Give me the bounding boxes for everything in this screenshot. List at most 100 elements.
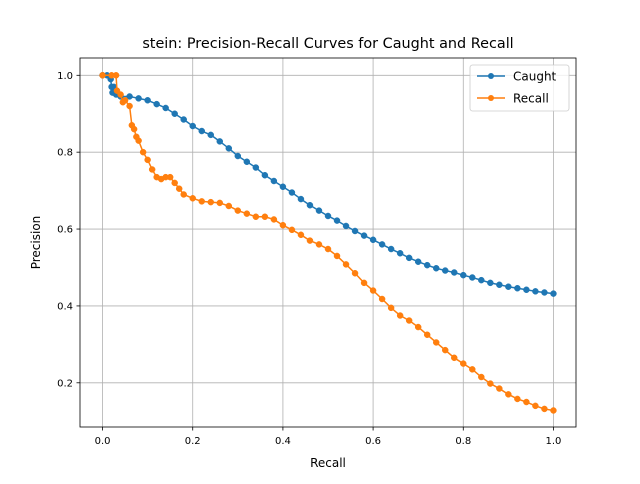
caught-point [270, 177, 278, 185]
y-tick-label: 1.0 [57, 71, 73, 82]
recall-point [135, 137, 142, 144]
caught-point [369, 236, 377, 244]
recall-point [541, 405, 548, 413]
caught-point [405, 254, 413, 262]
recall-point [189, 195, 196, 202]
recall-point [279, 221, 287, 229]
caught-point [144, 97, 151, 104]
recall-point [460, 360, 467, 367]
x-tick-label: 1.0 [546, 436, 562, 447]
caught-point [541, 289, 548, 296]
caught-point [550, 290, 557, 297]
caught-point [451, 269, 458, 276]
recall-point [252, 213, 260, 220]
recall-point [441, 346, 449, 354]
caught-point [423, 261, 431, 269]
caught-point [288, 189, 296, 196]
y-tick-label: 0.2 [57, 378, 73, 389]
recall-point [166, 173, 174, 181]
x-tick-label: 0.6 [365, 436, 381, 447]
recall-point [532, 402, 539, 410]
caught-point [225, 145, 233, 152]
recall-point [130, 125, 138, 133]
recall-point [333, 252, 341, 260]
recall-point [180, 191, 187, 198]
x-axis-label: Recall [310, 456, 346, 470]
recall-point [144, 156, 151, 164]
recall-point [505, 391, 512, 398]
caught-point [261, 171, 269, 179]
caught-point [396, 250, 404, 257]
caught-point [216, 138, 224, 145]
y-tick-label: 0.4 [57, 301, 73, 312]
legend-recall-label: Recall [513, 92, 549, 106]
axis-ticks: 0.0 0.2 0.4 0.6 0.8 1.0 0.2 0.4 0.6 0.8 1.0 [57, 71, 561, 447]
caught-point [478, 276, 485, 284]
recall-series [99, 72, 557, 414]
recall-point [297, 231, 305, 239]
legend-caught-marker [488, 73, 494, 79]
x-tick-label: 0.0 [95, 436, 111, 447]
recall-point [342, 261, 350, 268]
caught-point [324, 212, 332, 220]
caught-point [180, 116, 187, 123]
chart-title: stein: Precision-Recall Curves for Caugh… [142, 36, 513, 52]
recall-point [351, 270, 359, 277]
recall-point [112, 72, 120, 79]
recall-point [198, 198, 205, 205]
caught-point [126, 93, 133, 100]
legend: Caught Recall [469, 64, 570, 112]
plot-area-frame [79, 57, 577, 428]
caught-point [162, 104, 169, 112]
caught-point [505, 283, 512, 290]
caught-series [99, 72, 557, 297]
legend-recall-marker [488, 95, 494, 101]
caught-point [234, 152, 242, 160]
recall-point [234, 207, 242, 214]
caught-point [496, 281, 503, 289]
recall-point [514, 395, 521, 403]
caught-point [378, 241, 386, 248]
recall-point [469, 366, 476, 373]
caught-point [487, 279, 494, 287]
caught-point [207, 131, 215, 139]
recall-point [487, 380, 494, 387]
caught-point [135, 95, 142, 102]
y-tick-label: 0.8 [57, 148, 73, 159]
recall-point [99, 72, 106, 79]
recall-point [207, 198, 215, 206]
caught-point [279, 183, 287, 191]
recall-point [523, 398, 530, 406]
recall-point [261, 213, 269, 220]
recall-point [369, 287, 377, 294]
recall-point [423, 331, 431, 338]
caught-point [315, 207, 323, 214]
recall-point [550, 407, 557, 414]
caught-point [252, 164, 260, 171]
caught-point [469, 274, 476, 281]
recall-point [405, 317, 413, 324]
recall-point [306, 237, 314, 244]
recall-point [126, 102, 133, 110]
plot-series [99, 72, 557, 414]
recall-point [121, 97, 129, 104]
recall-point [148, 166, 156, 173]
recall-point [360, 279, 368, 287]
recall-point [270, 216, 278, 223]
caught-point [360, 232, 368, 239]
recall-point [414, 323, 422, 331]
recall-point [432, 339, 440, 346]
caught-point [333, 217, 341, 224]
caught-point [189, 122, 196, 130]
caught-point [460, 271, 467, 279]
caught-point [351, 227, 359, 235]
x-tick-label: 0.4 [275, 436, 291, 447]
recall-point [387, 304, 395, 312]
recall-point [478, 373, 485, 381]
recall-point [496, 385, 503, 392]
recall-point [315, 241, 323, 248]
caught-point [432, 265, 440, 272]
caught-point [198, 127, 205, 135]
